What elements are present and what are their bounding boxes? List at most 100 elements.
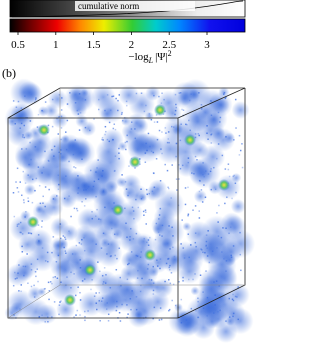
density-speck — [125, 148, 127, 151]
density-speck — [206, 125, 208, 127]
density-speck — [95, 195, 97, 198]
density-speck — [35, 97, 37, 99]
density-speck — [25, 211, 27, 213]
density-speck — [115, 268, 118, 271]
density-speck — [121, 174, 123, 176]
density-speck — [113, 170, 116, 172]
density-speck — [52, 198, 55, 200]
density-speck — [77, 175, 79, 177]
density-speck — [153, 186, 156, 189]
density-speck — [23, 274, 25, 277]
density-speck — [17, 100, 20, 103]
density-speck — [194, 133, 197, 135]
density-speck — [115, 97, 117, 100]
ticks: 0.5 1 1.5 2 2.5 3 — [11, 32, 210, 51]
density-speck — [74, 294, 77, 297]
density-speck — [216, 212, 218, 214]
density-speck — [76, 209, 79, 212]
density-speck — [241, 143, 243, 145]
density-speck — [231, 197, 233, 200]
density-speck — [198, 190, 201, 193]
density-speck — [120, 113, 123, 116]
density-speck — [55, 260, 58, 263]
density-speck — [148, 113, 151, 115]
density-speck — [19, 181, 21, 183]
density-speck — [105, 274, 107, 276]
density-speck — [164, 163, 166, 166]
density-blob — [145, 185, 162, 202]
density-speck — [140, 92, 143, 94]
density-speck — [102, 170, 104, 172]
density-speck — [24, 265, 27, 268]
density-speck — [95, 292, 97, 294]
density-speck — [135, 296, 138, 298]
density-speck — [139, 290, 142, 293]
density-speck — [156, 259, 158, 262]
density-speck — [106, 94, 109, 96]
density-speck — [235, 127, 237, 129]
density-speck — [200, 108, 203, 110]
density-blob — [37, 287, 47, 297]
density-speck — [194, 205, 197, 207]
density-speck — [144, 161, 147, 163]
density-speck — [143, 214, 145, 216]
density-speck — [125, 222, 127, 225]
density-speck — [198, 134, 200, 137]
density-speck — [213, 281, 215, 283]
density-speck — [194, 155, 197, 158]
density-speck — [66, 276, 68, 278]
density-speck — [202, 173, 204, 176]
density-speck — [166, 169, 169, 172]
density-speck — [190, 307, 193, 310]
density-speck — [218, 285, 220, 287]
density-speck — [111, 227, 113, 230]
density-speck — [84, 319, 86, 322]
density-speck — [44, 186, 47, 188]
density-speck — [232, 315, 234, 318]
density-speck — [17, 191, 20, 193]
density-speck — [35, 177, 38, 180]
density-speck — [135, 198, 137, 201]
density-speck — [168, 308, 171, 311]
density-blob — [153, 216, 185, 247]
tick-label: 1.5 — [87, 39, 101, 51]
density-speck — [179, 92, 182, 94]
density-speck — [200, 104, 203, 106]
hot-spot — [84, 264, 96, 276]
density-speck — [134, 128, 136, 130]
density-speck — [197, 316, 200, 319]
density-speck — [96, 308, 98, 311]
label-base: |Ψ| — [155, 51, 168, 63]
density-speck — [92, 185, 95, 188]
density-speck — [17, 272, 19, 274]
density-speck — [100, 300, 103, 302]
density-speck — [93, 180, 96, 183]
density-speck — [101, 175, 103, 177]
density-speck — [101, 274, 104, 277]
density-speck — [225, 260, 228, 262]
density-speck — [56, 277, 59, 279]
density-speck — [29, 141, 31, 144]
density-speck — [130, 251, 133, 253]
density-speck — [124, 207, 126, 210]
density-speck — [16, 223, 19, 226]
density-blob — [24, 183, 36, 196]
density-blob — [118, 84, 140, 106]
density-speck — [42, 166, 45, 169]
density-speck — [116, 305, 118, 308]
density-speck — [41, 109, 43, 112]
density-speck — [21, 245, 23, 248]
density-speck — [189, 129, 191, 132]
density-speck — [81, 158, 83, 161]
density-speck — [27, 232, 30, 234]
density-speck — [152, 293, 155, 295]
figure: cumulative norm 0.5 1 1.5 2 2.5 3 −logL |Ψ|2 (… — [2, 0, 256, 343]
density-speck — [239, 231, 241, 234]
density-speck — [220, 236, 223, 239]
density-speck — [128, 165, 130, 167]
density-speck — [240, 269, 242, 272]
density-speck — [207, 138, 209, 140]
density-blob — [163, 104, 182, 123]
density-speck — [117, 109, 119, 112]
density-speck — [125, 104, 128, 107]
